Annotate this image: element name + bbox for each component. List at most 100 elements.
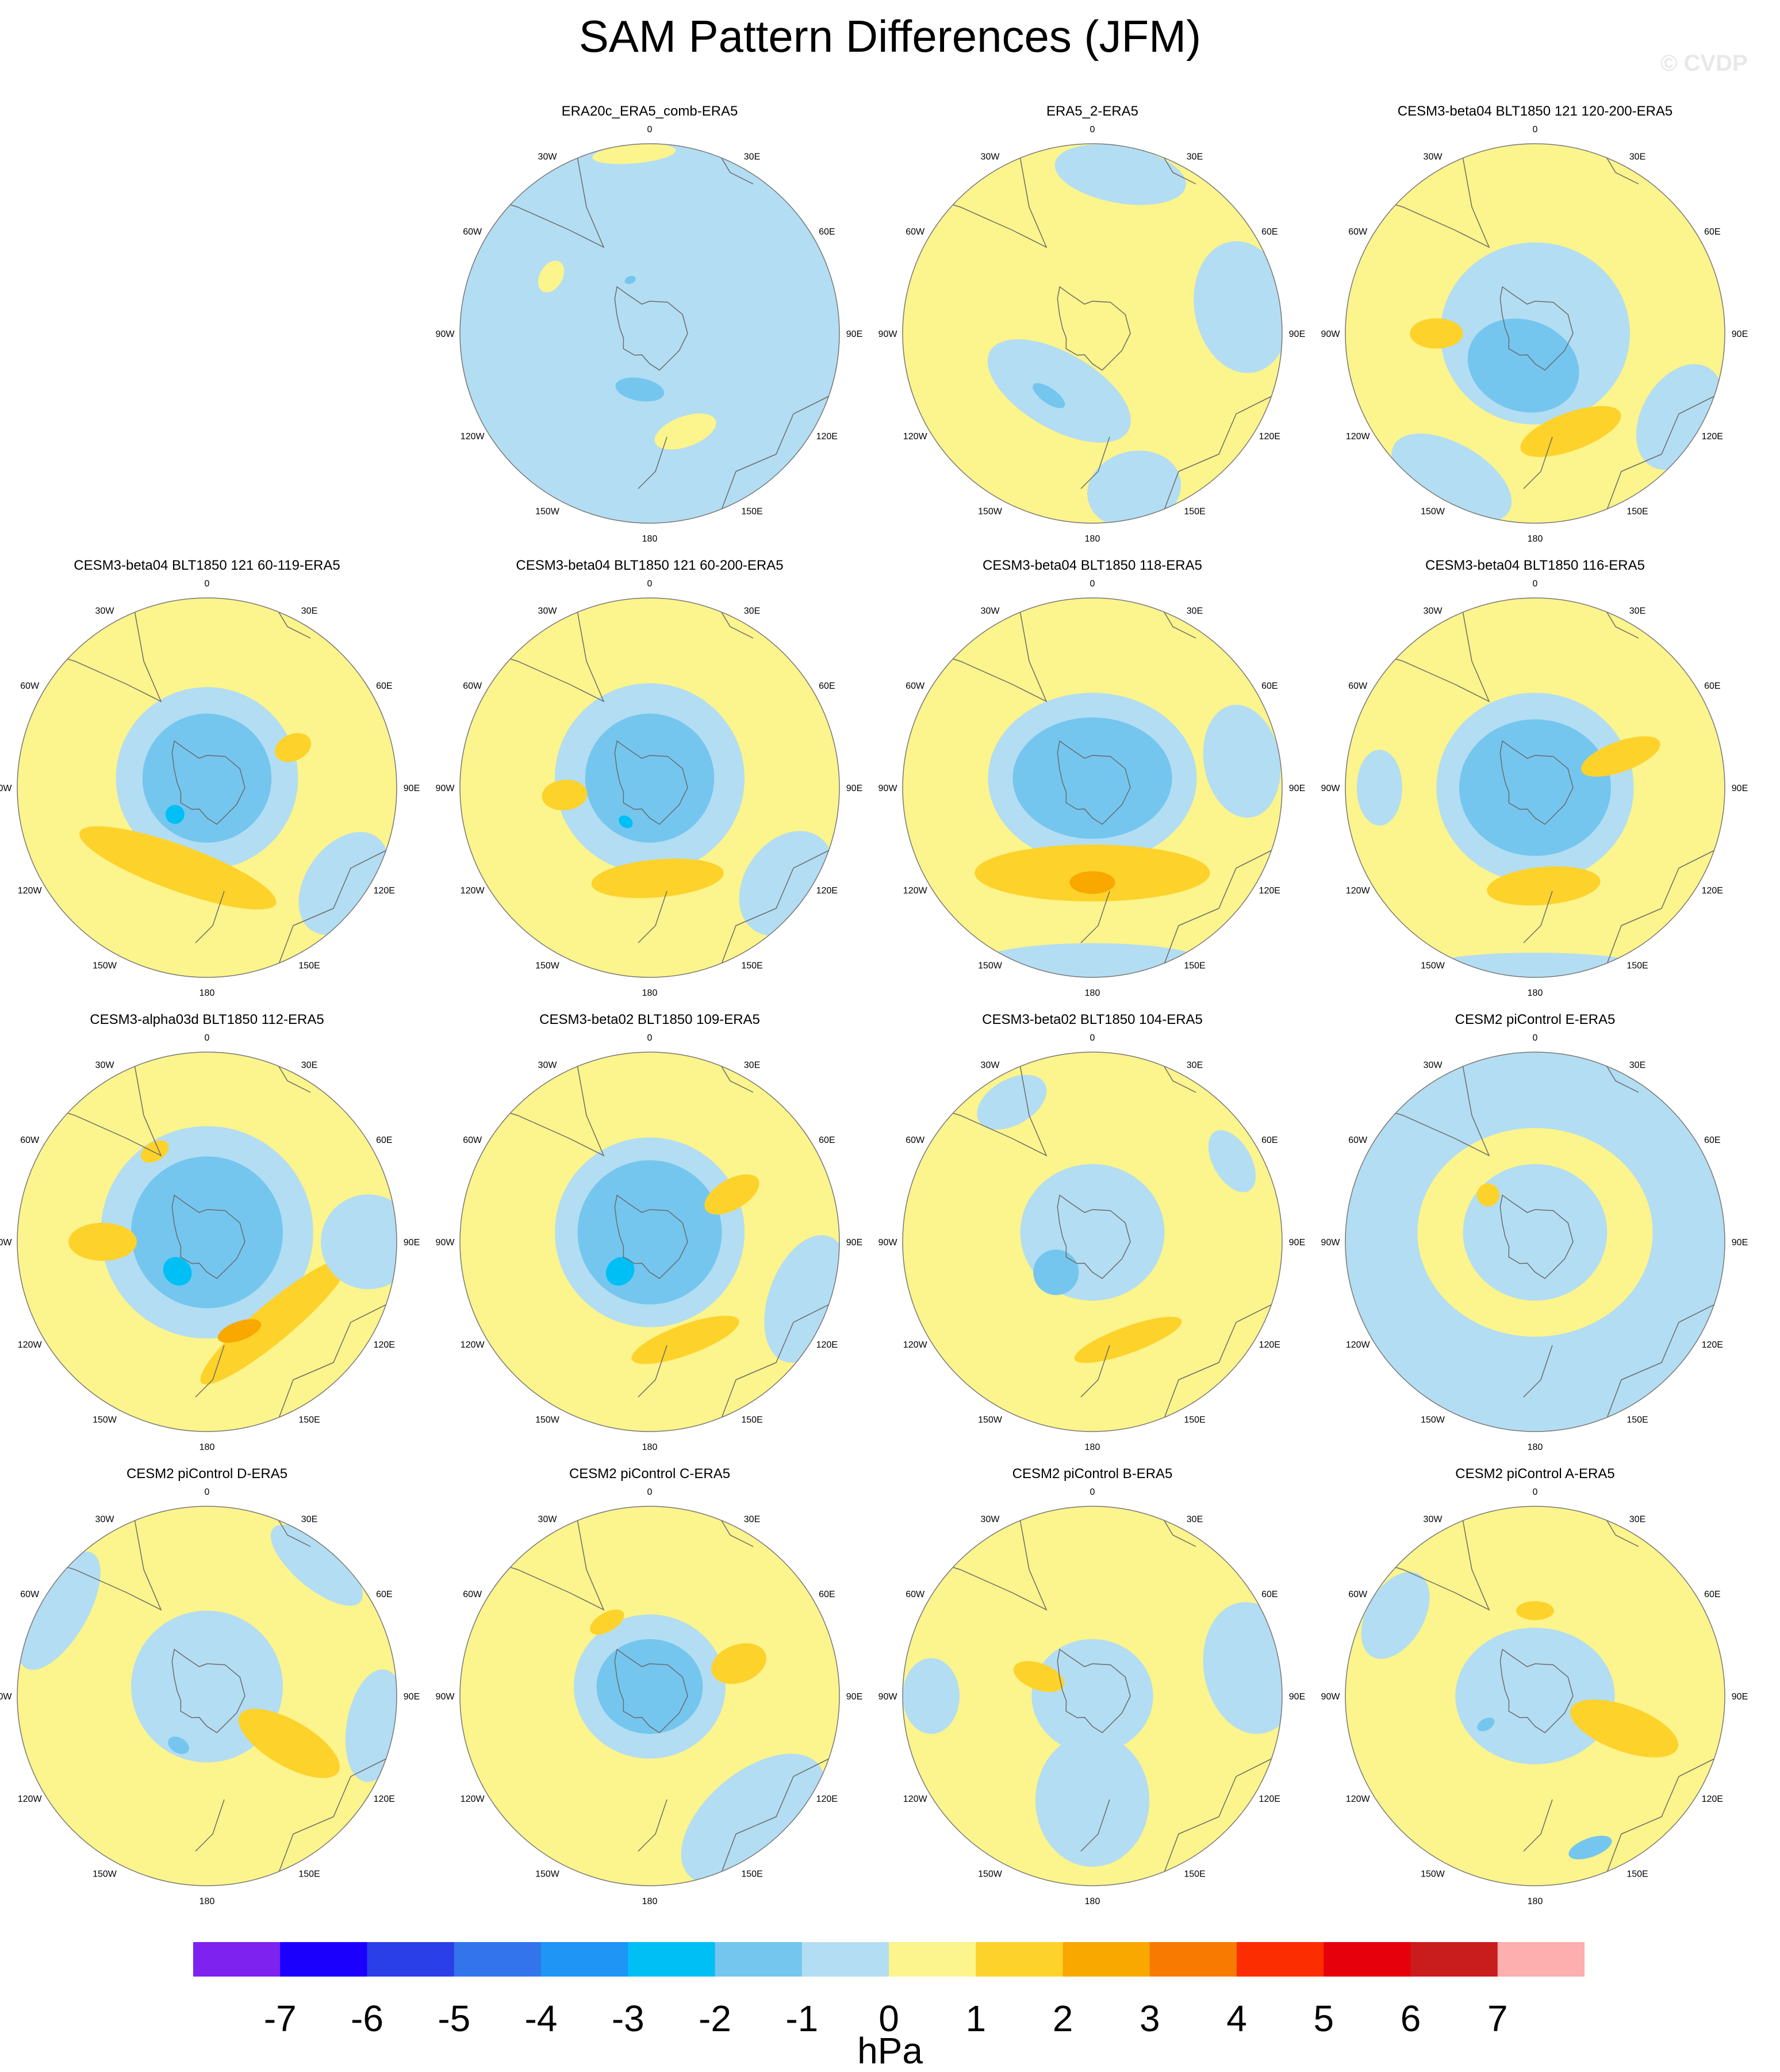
longitude-label: 180 [200,1897,215,1906]
panel-title: CESM3-beta04 BLT1850 121 120-200-ERA5 [1397,103,1673,119]
map-border [1345,1052,1725,1432]
longitude-label: 120W [1346,886,1371,896]
longitude-label: 180 [1528,534,1543,544]
longitude-label: 0 [1533,1487,1538,1497]
panel-title: CESM3-beta04 BLT1850 116-ERA5 [1425,558,1645,573]
longitude-label: 90W [1321,1238,1341,1248]
colorbar-tick-label: -3 [611,1998,645,2039]
antarctica-coastline [1499,286,1574,371]
anomaly-contour [1459,719,1611,856]
longitude-label: 150W [535,1415,560,1425]
longitude-label: 180 [642,534,658,544]
units-label: hPa [857,2030,923,2071]
map-border [902,143,1283,524]
panel-title: CESM3-beta04 BLT1850 121 60-200-ERA5 [516,558,784,573]
map-border [902,597,1283,978]
anomaly-contour [168,1736,189,1754]
longitude-label: 90E [1732,1238,1748,1248]
longitude-label: 120W [903,1794,928,1804]
polar-map: 0 30E 60E 90E 120E 150E 180 150W 120W 90W 60W 30W [1321,579,1748,998]
longitude-label: 180 [642,988,658,998]
longitude-label: 30W [1424,1061,1443,1070]
map-border [17,1506,397,1886]
anomaly-contour [163,1257,192,1286]
map-panel-p3: CESM3-beta04 BLT1850 121 120-200-ERA5 0 30… [1321,103,1748,552]
anomaly-contour [1012,717,1172,839]
australia-coastline [718,1299,839,1426]
anomaly-contour [704,1174,759,1215]
longitude-label: 30E [1187,607,1203,616]
anomaly-contour [619,815,633,828]
anomaly-contour [577,1160,722,1304]
longitude-label: 90W [879,329,898,339]
colorbar-tick-label: -7 [263,1998,297,2039]
longitude-label: 150W [1421,961,1445,970]
longitude-label: 90W [1321,784,1341,793]
longitude-label: 30E [1629,607,1645,616]
longitude-label: 60E [376,1590,392,1599]
australia-coastline [275,1299,397,1426]
colorbar-tick-label: 6 [1400,1998,1421,2039]
australia-coastline [1161,845,1282,972]
new-zealand-coastline [1523,1345,1553,1398]
longitude-label: 30E [1187,1061,1203,1070]
colorbar-swatch [628,1942,715,1977]
longitude-label: 30E [1187,1515,1203,1525]
polar-map: 0 30E 60E 90E 120E 150E 180 150W 120W 90W 60W 30W [879,579,1306,998]
polar-map: 0 30E 60E 90E 120E 150E 180 150W 120W 90W 60W 30W [1321,1033,1748,1452]
longitude-label: 90E [846,1238,862,1248]
anomaly-contour [275,733,312,762]
map-border [17,1052,397,1432]
longitude-label: 120W [461,886,485,896]
colorbar-tick-label: 3 [1140,1998,1160,2039]
longitude-label: 30W [981,1061,1000,1070]
map-panel-p8: CESM3-alpha03d BLT1850 112-ERA5 0 30E 60E 90… [0,1012,420,1460]
anomaly-contour [615,377,665,402]
longitude-label: 150E [741,961,762,970]
longitude-label: 120E [1259,432,1280,442]
anomaly-contour [624,275,636,285]
anomaly-contour [1013,1661,1065,1692]
anomaly-contour [68,1223,137,1261]
longitude-label: 60W [463,1590,482,1599]
colorbar-tick-label: -5 [438,1998,471,2039]
new-zealand-coastline [1080,1799,1110,1852]
australia-coastline [1161,1299,1282,1426]
longitude-label: 150E [298,1869,320,1879]
longitude-label: 150E [1626,1869,1648,1879]
australia-coastline [718,390,839,518]
colorbar-swatch [889,1942,976,1977]
longitude-label: 60W [906,681,925,691]
longitude-label: 90E [846,1692,862,1702]
longitude-label: 30W [538,1061,558,1070]
australia-coastline [1603,1753,1725,1881]
australia-coastline [1161,1753,1282,1881]
anomaly-contour [1476,1183,1500,1207]
longitude-label: 0 [205,1487,210,1497]
map-border [17,597,397,978]
map-panel-p15: CESM2 piControl A-ERA5 0 30E 60E 90E 120E 150E… [1321,1466,1748,1914]
anomaly-contour [217,1319,262,1343]
map-panel-p7: CESM3-beta04 BLT1850 116-ERA5 0 30E 60E 90E 1… [1321,558,1748,1006]
longitude-label: 30W [538,607,558,616]
colorbar-swatch [1410,1942,1498,1977]
anomaly-contour [1074,1317,1182,1363]
longitude-label: 60E [1261,227,1278,237]
longitude-label: 120W [18,1794,43,1804]
longitude-label: 150W [978,1869,1003,1879]
longitude-label: 120E [1702,432,1723,442]
anomaly-contour [605,1257,635,1286]
polar-map: 0 30E 60E 90E 120E 150E 180 150W 120W 90W 60W 30W [1321,125,1748,544]
longitude-label: 30W [1424,1515,1443,1525]
longitude-label: 150E [1184,1415,1205,1425]
colorbar-swatch [1149,1942,1237,1977]
longitude-label: 90E [846,329,862,339]
longitude-label: 120E [374,1794,395,1804]
panel-title: CESM2 piControl E-ERA5 [1455,1012,1616,1027]
longitude-label: 150E [298,1415,320,1425]
longitude-label: 0 [1533,125,1538,135]
anomaly-contour [591,858,724,899]
anomaly-contour [321,1194,397,1290]
map-panel-p12: CESM2 piControl D-ERA5 0 30E 60E 90E 120E 150E… [0,1466,420,1914]
longitude-label: 150W [93,1415,117,1425]
